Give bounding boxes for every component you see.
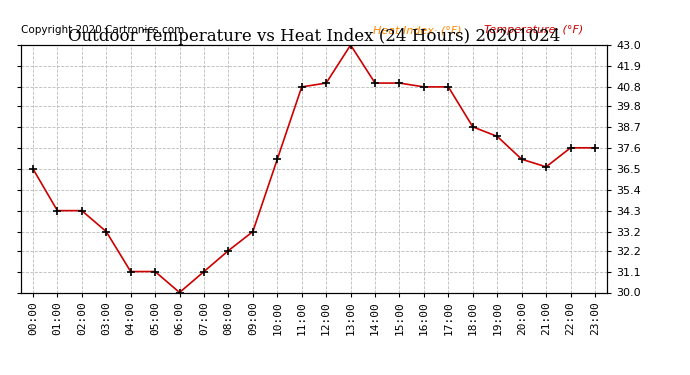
Title: Outdoor Temperature vs Heat Index (24 Hours) 20201024: Outdoor Temperature vs Heat Index (24 Ho…: [68, 28, 560, 45]
Text: Temperature· (°F): Temperature· (°F): [484, 25, 583, 35]
Text: Heat Index· (°F): Heat Index· (°F): [373, 25, 461, 35]
Text: Copyright 2020 Cartronics.com: Copyright 2020 Cartronics.com: [21, 25, 184, 35]
